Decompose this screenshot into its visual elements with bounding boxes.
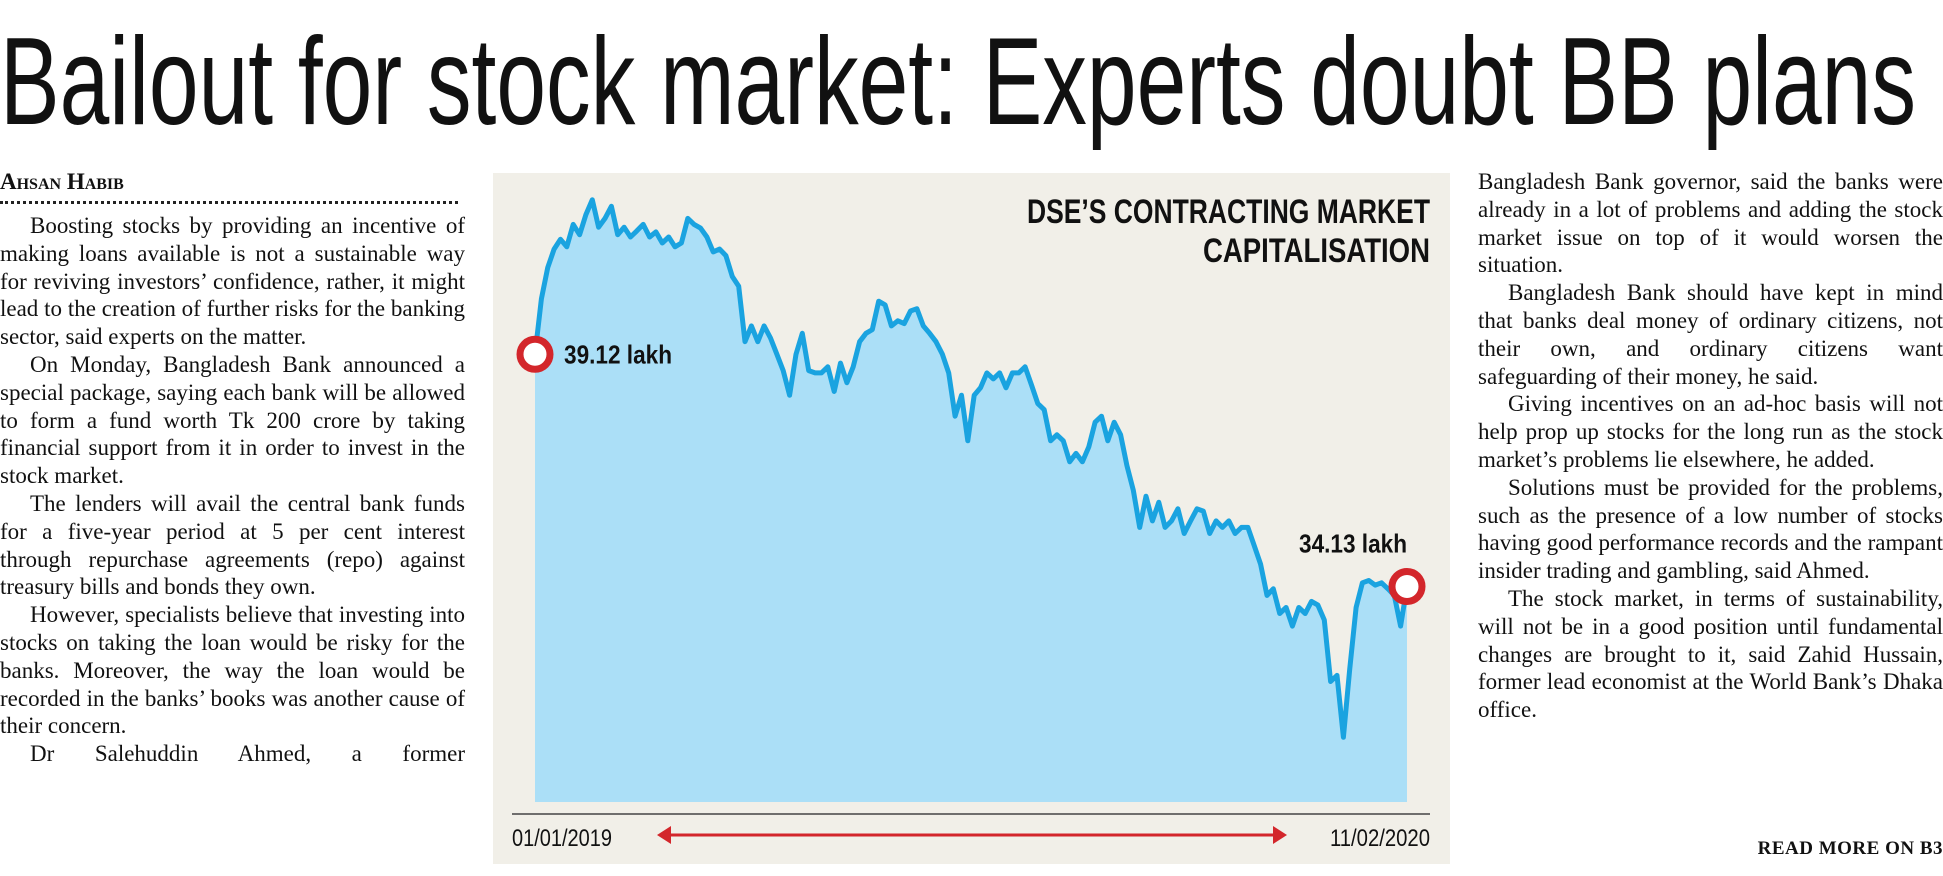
data-label: 39.12 lakh <box>564 339 672 369</box>
divider <box>0 195 458 204</box>
paragraph: On Monday, Bangladesh Bank announced a s… <box>0 351 465 489</box>
paragraph: Dr Salehuddin Ahmed, a former <box>30 741 465 767</box>
chart-title: DSE’S CONTRACTING MARKET <box>1027 193 1430 231</box>
byline: Ahsan Habib <box>0 169 124 194</box>
marker <box>516 335 554 373</box>
right-column: Bangladesh Bank governor, said the banks… <box>1478 168 1943 724</box>
data-label: 34.13 lakh <box>1299 529 1407 559</box>
paragraph: Bangladesh Bank governor, said the banks… <box>1478 169 1943 278</box>
paragraph: The stock market, in terms of sustainabi… <box>1478 585 1943 723</box>
headline: Bailout for stock market: Experts doubt … <box>0 13 1916 150</box>
left-column: Ahsan Habib Boosting stocks by providing… <box>0 168 465 768</box>
x-tick-label: 01/01/2019 <box>512 825 612 852</box>
x-tick-label: 11/02/2020 <box>1330 825 1430 852</box>
paragraph: Solutions must be provided for the probl… <box>1478 474 1943 584</box>
arrow <box>657 826 1287 844</box>
chart-title: CAPITALISATION <box>1203 232 1430 270</box>
headline-area: Bailout for stock market: Experts doubt … <box>0 13 1916 150</box>
area <box>535 199 1407 803</box>
paragraph: Boosting stocks by providing an incentiv… <box>0 213 465 350</box>
paragraph: Bangladesh Bank should have kept in mind… <box>1478 280 1943 389</box>
paragraph: Giving incentives on an ad-hoc basis wil… <box>1478 391 1943 472</box>
paragraph: The lenders will avail the central bank … <box>0 490 465 600</box>
line <box>532 197 1410 740</box>
marker <box>1388 568 1426 606</box>
read-more: READ MORE ON B3 <box>1757 838 1943 859</box>
paragraph: However, specialists believe that invest… <box>0 602 465 739</box>
